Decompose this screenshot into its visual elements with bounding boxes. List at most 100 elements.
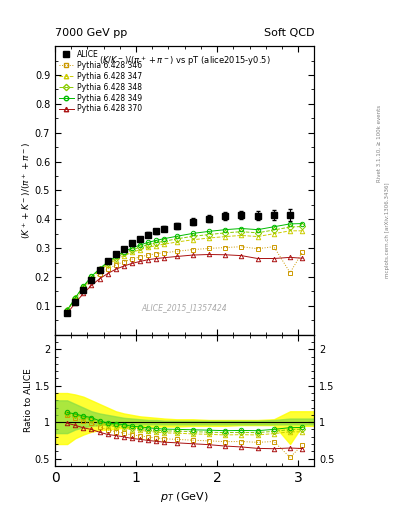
- Y-axis label: $(K^+ + K^-)/(\pi^+ + \pi^-)$: $(K^+ + K^-)/(\pi^+ + \pi^-)$: [21, 142, 33, 239]
- Pythia 6.428 346: [89, 278, 94, 284]
- Pythia 6.428 348: [65, 307, 70, 313]
- Pythia 6.428 348: [121, 250, 126, 257]
- Pythia 6.428 349: [73, 295, 78, 301]
- Pythia 6.428 348: [174, 236, 179, 242]
- Pythia 6.428 349: [162, 236, 167, 242]
- Pythia 6.428 370: [97, 275, 102, 282]
- Pythia 6.428 349: [130, 245, 134, 251]
- Pythia 6.428 370: [207, 251, 211, 258]
- Text: Soft QCD: Soft QCD: [264, 28, 314, 38]
- Pythia 6.428 347: [288, 228, 292, 234]
- Pythia 6.428 346: [207, 245, 211, 251]
- Pythia 6.428 370: [138, 259, 143, 265]
- Pythia 6.428 346: [114, 262, 118, 268]
- Pythia 6.428 346: [121, 259, 126, 265]
- Pythia 6.428 348: [207, 231, 211, 238]
- Pythia 6.428 370: [300, 255, 305, 261]
- Pythia 6.428 348: [89, 274, 94, 281]
- Text: 7000 GeV pp: 7000 GeV pp: [55, 28, 127, 38]
- Pythia 6.428 347: [146, 244, 151, 250]
- Pythia 6.428 348: [97, 266, 102, 272]
- Pythia 6.428 347: [300, 228, 305, 234]
- Pythia 6.428 347: [272, 230, 276, 237]
- Pythia 6.428 370: [162, 254, 167, 261]
- Pythia 6.428 347: [255, 233, 260, 240]
- Pythia 6.428 348: [300, 223, 305, 229]
- Pythia 6.428 347: [114, 257, 118, 263]
- Pythia 6.428 348: [73, 295, 78, 301]
- Legend: ALICE, Pythia 6.428 346, Pythia 6.428 347, Pythia 6.428 348, Pythia 6.428 349, P: ALICE, Pythia 6.428 346, Pythia 6.428 34…: [57, 48, 144, 115]
- Pythia 6.428 349: [223, 227, 228, 233]
- Pythia 6.428 347: [239, 232, 244, 239]
- Pythia 6.428 348: [255, 230, 260, 236]
- Pythia 6.428 346: [73, 296, 78, 303]
- Pythia 6.428 347: [105, 262, 110, 268]
- Line: Pythia 6.428 347: Pythia 6.428 347: [65, 228, 305, 313]
- Pythia 6.428 349: [89, 273, 94, 280]
- Pythia 6.428 370: [114, 266, 118, 272]
- Pythia 6.428 348: [162, 238, 167, 244]
- Pythia 6.428 347: [162, 241, 167, 247]
- Pythia 6.428 348: [81, 284, 86, 290]
- Pythia 6.428 346: [154, 250, 159, 257]
- Pythia 6.428 370: [121, 263, 126, 269]
- Pythia 6.428 370: [239, 252, 244, 259]
- Pythia 6.428 348: [239, 228, 244, 234]
- Pythia 6.428 370: [288, 254, 292, 261]
- Pythia 6.428 346: [300, 249, 305, 255]
- Pythia 6.428 346: [288, 270, 292, 276]
- Pythia 6.428 370: [272, 255, 276, 262]
- Pythia 6.428 348: [130, 247, 134, 253]
- X-axis label: $p_T$ (GeV): $p_T$ (GeV): [160, 490, 209, 504]
- Pythia 6.428 346: [130, 256, 134, 262]
- Pythia 6.428 348: [288, 224, 292, 230]
- Pythia 6.428 347: [65, 307, 70, 313]
- Pythia 6.428 347: [207, 235, 211, 241]
- Pythia 6.428 370: [223, 252, 228, 258]
- Pythia 6.428 346: [272, 244, 276, 250]
- Pythia 6.428 349: [146, 239, 151, 245]
- Pythia 6.428 346: [81, 286, 86, 292]
- Text: Rivet 3.1.10, ≥ 100k events: Rivet 3.1.10, ≥ 100k events: [377, 105, 382, 182]
- Pythia 6.428 349: [272, 224, 276, 230]
- Line: Pythia 6.428 349: Pythia 6.428 349: [65, 221, 305, 312]
- Pythia 6.428 346: [223, 244, 228, 250]
- Pythia 6.428 348: [154, 240, 159, 246]
- Pythia 6.428 346: [239, 244, 244, 250]
- Pythia 6.428 370: [89, 282, 94, 288]
- Pythia 6.428 348: [105, 260, 110, 266]
- Pythia 6.428 347: [89, 275, 94, 281]
- Pythia 6.428 370: [174, 253, 179, 260]
- Pythia 6.428 349: [105, 259, 110, 265]
- Line: Pythia 6.428 346: Pythia 6.428 346: [65, 244, 305, 313]
- Pythia 6.428 348: [272, 227, 276, 233]
- Pythia 6.428 370: [130, 261, 134, 267]
- Pythia 6.428 346: [191, 246, 195, 252]
- Pythia 6.428 370: [146, 257, 151, 263]
- Pythia 6.428 349: [191, 230, 195, 237]
- Pythia 6.428 349: [138, 242, 143, 248]
- Pythia 6.428 349: [207, 228, 211, 234]
- Line: Pythia 6.428 348: Pythia 6.428 348: [65, 224, 305, 313]
- Pythia 6.428 346: [105, 266, 110, 272]
- Pythia 6.428 370: [105, 270, 110, 276]
- Pythia 6.428 346: [255, 246, 260, 252]
- Pythia 6.428 370: [65, 310, 70, 316]
- Pythia 6.428 349: [97, 266, 102, 272]
- Pythia 6.428 349: [114, 253, 118, 259]
- Pythia 6.428 349: [81, 283, 86, 289]
- Pythia 6.428 349: [300, 221, 305, 227]
- Line: Pythia 6.428 370: Pythia 6.428 370: [65, 252, 305, 315]
- Pythia 6.428 347: [121, 252, 126, 259]
- Pythia 6.428 346: [174, 248, 179, 254]
- Pythia 6.428 348: [223, 230, 228, 236]
- Y-axis label: Ratio to ALICE: Ratio to ALICE: [24, 369, 33, 432]
- Pythia 6.428 370: [73, 300, 78, 306]
- Pythia 6.428 349: [154, 237, 159, 243]
- Pythia 6.428 370: [154, 255, 159, 262]
- Pythia 6.428 348: [114, 254, 118, 261]
- Pythia 6.428 346: [146, 252, 151, 258]
- Pythia 6.428 370: [81, 290, 86, 296]
- Pythia 6.428 349: [65, 307, 70, 313]
- Pythia 6.428 348: [191, 233, 195, 240]
